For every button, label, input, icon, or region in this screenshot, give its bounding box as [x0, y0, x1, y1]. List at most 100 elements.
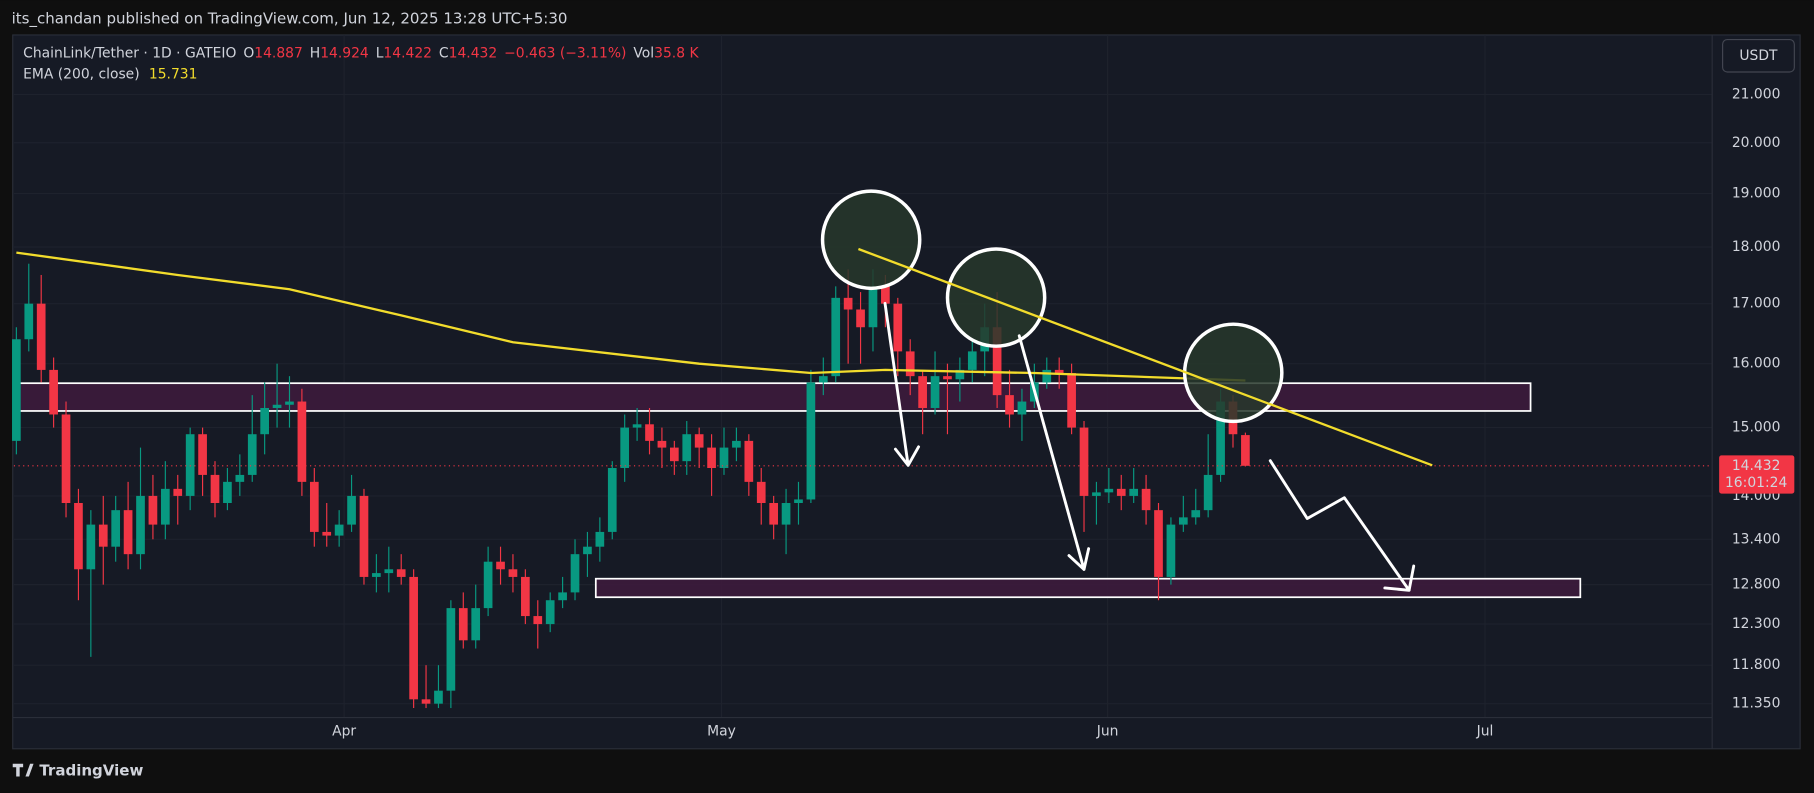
arrow [883, 301, 921, 467]
highlight-circle [945, 247, 1047, 348]
candle-body [955, 369, 965, 380]
candle-body [1042, 369, 1052, 383]
ema-line [16, 251, 1246, 382]
candle-body [868, 286, 878, 328]
candle-body [123, 510, 133, 555]
candle-body [409, 576, 418, 700]
y-tick-label: 20.000 [1732, 135, 1781, 151]
x-tick-label: May [707, 723, 736, 739]
candle-body [49, 369, 58, 415]
candle-body [657, 440, 667, 448]
candle-body [272, 404, 282, 408]
candle-body [1129, 488, 1139, 496]
candle-body [818, 376, 828, 383]
indicator-value: 15.731 [149, 66, 198, 82]
candle-body [645, 424, 654, 441]
x-tick-label: Jun [1096, 723, 1119, 739]
value: 14.432 [449, 45, 498, 61]
currency[interactable]: USDT [1739, 48, 1778, 64]
candle-body [285, 401, 294, 405]
candle-body [831, 297, 841, 377]
publisher: its_chandan published on TradingView.com… [12, 9, 568, 28]
arrows [883, 301, 1416, 592]
candle-body [781, 503, 791, 525]
candle-body [732, 440, 741, 448]
volume: 35.8 K [654, 45, 699, 61]
candle-body [1005, 395, 1014, 415]
candle-body [595, 531, 605, 547]
candle-body [347, 495, 356, 525]
y-tick-label: 12.800 [1732, 577, 1781, 593]
candle-body [707, 447, 716, 469]
support-zone [594, 577, 1582, 599]
candle-body [583, 546, 592, 555]
candle-body [620, 427, 630, 469]
legend-line: ChainLink/Tether · 1D · GATEIO O14.887 H14… [23, 45, 699, 61]
candle-body [521, 576, 530, 617]
candle-body [570, 554, 580, 593]
value: 14.422 [383, 45, 432, 61]
candle-body [36, 303, 46, 370]
candle-body [384, 569, 394, 574]
candle-body [210, 474, 220, 504]
candle-body [632, 424, 642, 428]
candle-body [843, 297, 853, 310]
candle-body [98, 524, 108, 547]
candle-body [682, 434, 692, 462]
currency-button[interactable] [1722, 39, 1795, 73]
price-label-box [1719, 455, 1795, 494]
candle-body [61, 414, 71, 504]
candle-body [86, 524, 96, 570]
candle-body [309, 481, 319, 532]
label: L [376, 45, 384, 61]
brand-logo: TradingView [12, 761, 143, 779]
indicator-line: EMA (200, close) 15.731 [23, 66, 197, 82]
candle-body [1216, 401, 1225, 475]
indicator: EMA (200, close) [23, 66, 140, 82]
candle-body [148, 495, 158, 525]
candle-body [1067, 373, 1076, 428]
arrow [1268, 459, 1416, 592]
candle-body [694, 434, 704, 448]
price-label: 14.432 [1732, 458, 1781, 474]
candle-body [930, 376, 940, 408]
candle-body [12, 339, 21, 441]
candle-body [508, 569, 518, 577]
candle-body [893, 303, 903, 352]
logo-mark [12, 763, 34, 777]
candle-body [185, 434, 195, 496]
y-tick-label: 19.000 [1732, 186, 1781, 202]
candle-body [198, 434, 207, 475]
x-tick-label: Apr [332, 723, 356, 739]
y-tick-label: 11.800 [1732, 657, 1781, 673]
candle-body [756, 481, 766, 504]
y-tick-label: 13.400 [1732, 531, 1781, 547]
y-tick-label: 21.000 [1732, 86, 1781, 102]
candle-body [881, 286, 890, 304]
candle-body [992, 327, 1002, 396]
label: O [243, 45, 254, 61]
candle-body [247, 434, 257, 475]
candle-body [1154, 510, 1163, 577]
candle-body [558, 592, 567, 601]
candle-body [471, 608, 481, 641]
arrow [1017, 334, 1091, 571]
candle-body [223, 481, 232, 504]
candle-body [1166, 524, 1176, 577]
candle-body [111, 510, 121, 547]
candle-body [396, 569, 406, 577]
candle-body [794, 499, 803, 504]
y-tick-label: 15.000 [1732, 420, 1781, 436]
value: 14.887 [254, 45, 303, 61]
highlight-circle [820, 189, 922, 291]
candle-body [372, 573, 381, 577]
x-tick-label: Jul [1476, 723, 1494, 739]
candle-body [359, 495, 369, 577]
change: −0.463 (−3.11%) [504, 45, 626, 61]
y-tick-label: 18.000 [1732, 239, 1781, 255]
overlay: 11.35011.80012.30012.80013.40014.00015.0… [332, 86, 1795, 739]
candle-body [297, 401, 307, 482]
candle-body [483, 561, 493, 609]
label: C [439, 45, 449, 61]
